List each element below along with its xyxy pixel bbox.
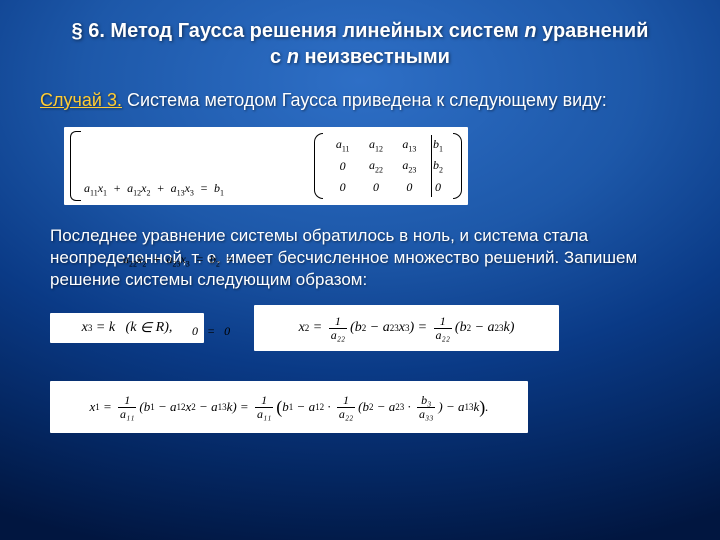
system-row-3: 0 = 0 [84, 320, 234, 342]
f-num: 1 [440, 315, 446, 328]
f-den: a₃₃ [417, 407, 435, 421]
system-row-1: a11x1 + a12x2 + a13x3 = b1 [84, 177, 234, 204]
m-2b: b2 [433, 158, 443, 174]
equation-x1: x1 = 1a₁₁ (b1 − a12x2 − a13k) = 1a₁₁ (b1… [50, 381, 528, 433]
f-den: a₂₂ [329, 328, 347, 342]
equation-x1-text: x1 = 1a₁₁ (b1 − a12x2 − a13k) = 1a₁₁ (b1… [50, 381, 528, 433]
title-l2-n: n [287, 46, 299, 68]
f-num: 1 [343, 394, 349, 407]
title-l2-part-b: неизвестными [299, 46, 450, 68]
equation-system-matrix: a11x1 + a12x2 + a13x3 = b1 a22x2 + a23x3… [64, 127, 468, 205]
m-12: a12 [369, 137, 383, 153]
f-den: a₂₂ [337, 407, 355, 421]
m-23: a23 [402, 158, 416, 174]
system-rows: a11x1 + a12x2 + a13x3 = b1 a22x2 + a23x3… [84, 133, 234, 386]
f-num: 1 [124, 394, 130, 407]
matrix-paren-left [314, 133, 323, 199]
title-l1-n: n [524, 20, 536, 42]
slide-title: § 6. Метод Гаусса решения линейных систе… [0, 0, 720, 70]
f-den: a₂₂ [434, 328, 452, 342]
m-33: 0 [406, 180, 412, 195]
m-21: 0 [340, 159, 346, 174]
title-l2-part-a: с [270, 46, 287, 68]
case-line: Случай 3. Система методом Гаусса приведе… [0, 70, 720, 121]
augmented-matrix: a11 a12 a13 b1 0 a22 a23 b2 0 0 0 0 [314, 133, 462, 199]
f-den: a₁₁ [118, 407, 136, 421]
system-brace [70, 131, 81, 201]
f-num: 1 [261, 394, 267, 407]
matrix-paren-right [453, 133, 462, 199]
f-den: a₁₁ [255, 407, 273, 421]
title-l1-part-a: § 6. Метод Гаусса решения линейных систе… [72, 20, 525, 42]
matrix-grid: a11 a12 a13 b1 0 a22 a23 b2 0 0 0 0 [326, 135, 450, 197]
equation-x2-text: x2 = 1a₂₂ (b2 − a23x3) = 1a₂₂ (b2 − a23k… [254, 305, 559, 351]
m-1b: b1 [433, 137, 443, 153]
m-11: a11 [336, 137, 350, 153]
m-3b: 0 [435, 180, 441, 195]
case-label: Случай 3. [40, 90, 122, 110]
m-13: a13 [402, 137, 416, 153]
title-line-2: с n неизвестными [0, 44, 720, 70]
f-num: 1 [335, 315, 341, 328]
system-row-2: a22x2 + a23x3 = b2 = [84, 248, 234, 275]
f-num: b₃ [421, 394, 431, 407]
title-l1-part-b: уравнений [537, 20, 649, 42]
m-22: a22 [369, 158, 383, 174]
title-line-1: § 6. Метод Гаусса решения линейных систе… [0, 18, 720, 44]
equation-x2: x2 = 1a₂₂ (b2 − a23x3) = 1a₂₂ (b2 − a23k… [254, 305, 559, 351]
case-text: Система методом Гаусса приведена к следу… [122, 90, 607, 110]
m-32: 0 [373, 180, 379, 195]
m-31: 0 [340, 180, 346, 195]
slide: § 6. Метод Гаусса решения линейных систе… [0, 0, 720, 540]
